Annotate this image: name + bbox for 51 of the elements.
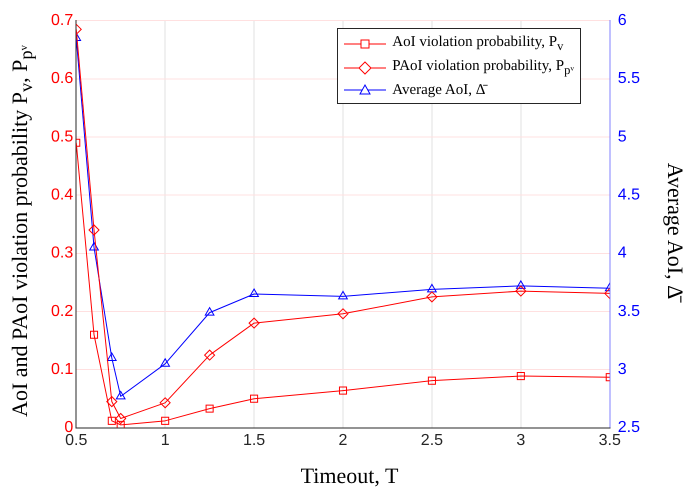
x-tick-label: 2.5: [420, 432, 444, 449]
point: [161, 416, 170, 425]
point: [106, 352, 117, 361]
y-tick-label: 0.3: [50, 244, 74, 262]
point: [426, 291, 438, 302]
point: [516, 280, 526, 289]
point: [428, 376, 436, 385]
point: [338, 308, 348, 320]
y2-tick-label: 4.5: [618, 186, 640, 204]
y-tick-label: 0.1: [50, 361, 74, 378]
x-tick-label: 1.5: [242, 432, 266, 449]
point: [106, 396, 118, 408]
point: [88, 224, 100, 236]
legend-label: AoI violation probability, P$_{v}$: [392, 33, 564, 55]
y2-tick-label: 4: [618, 244, 627, 262]
y-tick-label: 0.2: [50, 302, 74, 320]
y2-tick-label: 3: [618, 361, 627, 378]
y2-tick-label: 5: [618, 128, 627, 146]
x-tick-label: 0.5: [65, 432, 88, 449]
point: [516, 372, 525, 380]
legend-label: PAoI violation probability, P$_{pᵛ}$: [392, 57, 574, 79]
point: [108, 416, 116, 425]
x-tick-label: 1: [160, 432, 170, 449]
y-tick-label: 0.7: [50, 12, 74, 30]
point: [204, 307, 214, 316]
point: [204, 350, 216, 361]
y2-tick-label: 5.5: [618, 70, 640, 88]
point: [206, 404, 214, 413]
x-tick-label: 3: [516, 432, 526, 449]
y-tick-label: 0.6: [50, 70, 74, 88]
point: [427, 284, 437, 292]
y2-tick-label: 6: [618, 12, 627, 30]
point: [160, 397, 171, 408]
point: [338, 386, 348, 395]
point: [89, 242, 99, 250]
point: [116, 390, 126, 400]
y-tick-label: 0.5: [50, 128, 74, 146]
legend-label: Average AoI, Δ̄: [392, 81, 486, 100]
point: [115, 412, 126, 424]
point: [116, 420, 125, 428]
y2-tick-label: 3.5: [618, 302, 640, 320]
point: [160, 358, 170, 367]
point: [250, 394, 258, 403]
x-tick-label: 2: [338, 432, 348, 449]
point: [338, 290, 348, 300]
point: [249, 288, 259, 298]
x-axis-title: Timeout, T: [300, 463, 400, 489]
y-tick-label: 0.4: [50, 186, 74, 204]
point: [515, 286, 526, 297]
point: [248, 318, 260, 329]
point: [90, 330, 98, 339]
